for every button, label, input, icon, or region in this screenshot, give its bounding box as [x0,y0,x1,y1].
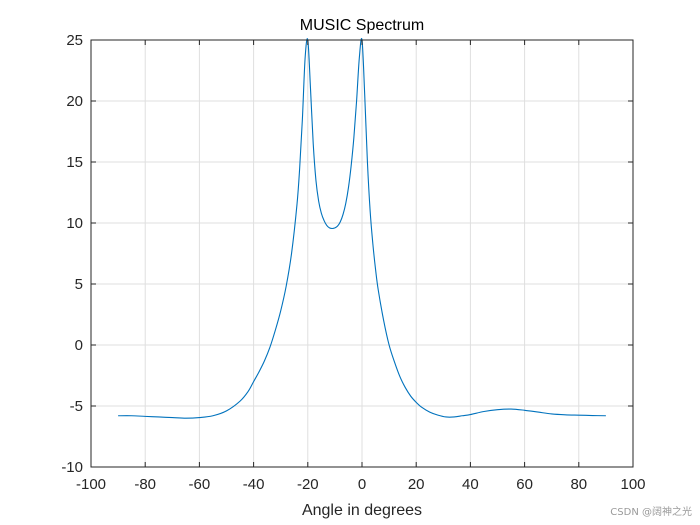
y-tick-label: 10 [66,215,83,232]
x-tick-label: -80 [134,476,156,493]
x-tick-label: -40 [243,476,265,493]
x-tick-label: 100 [620,476,645,493]
y-tick-labels: -10 -5 0 5 10 15 20 25 [61,32,83,476]
x-tick-label: 60 [516,476,533,493]
y-tick-label: 25 [66,32,83,49]
x-tick-label: -60 [189,476,211,493]
y-tick-label: 15 [66,154,83,171]
watermark-text: CSDN @阔神之光 [610,505,692,518]
x-tick-label: 40 [462,476,479,493]
chart-title: MUSIC Spectrum [300,17,424,34]
x-tick-label: 80 [570,476,587,493]
data-series [118,38,606,419]
x-tick-label: 0 [358,476,366,493]
y-tick-label: 0 [75,337,83,354]
y-tick-label: -5 [70,398,83,415]
series-line [118,38,606,419]
y-tick-label: 20 [66,93,83,110]
ticks [90,39,634,468]
y-tick-label: -10 [61,459,83,476]
x-tick-label: -20 [297,476,319,493]
x-tick-label: 20 [408,476,425,493]
x-axis-label: Angle in degrees [302,502,422,519]
x-tick-labels: -100 -80 -60 -40 -20 0 20 40 60 80 100 [76,476,646,493]
x-tick-label: -100 [76,476,106,493]
y-tick-label: 5 [75,276,83,293]
